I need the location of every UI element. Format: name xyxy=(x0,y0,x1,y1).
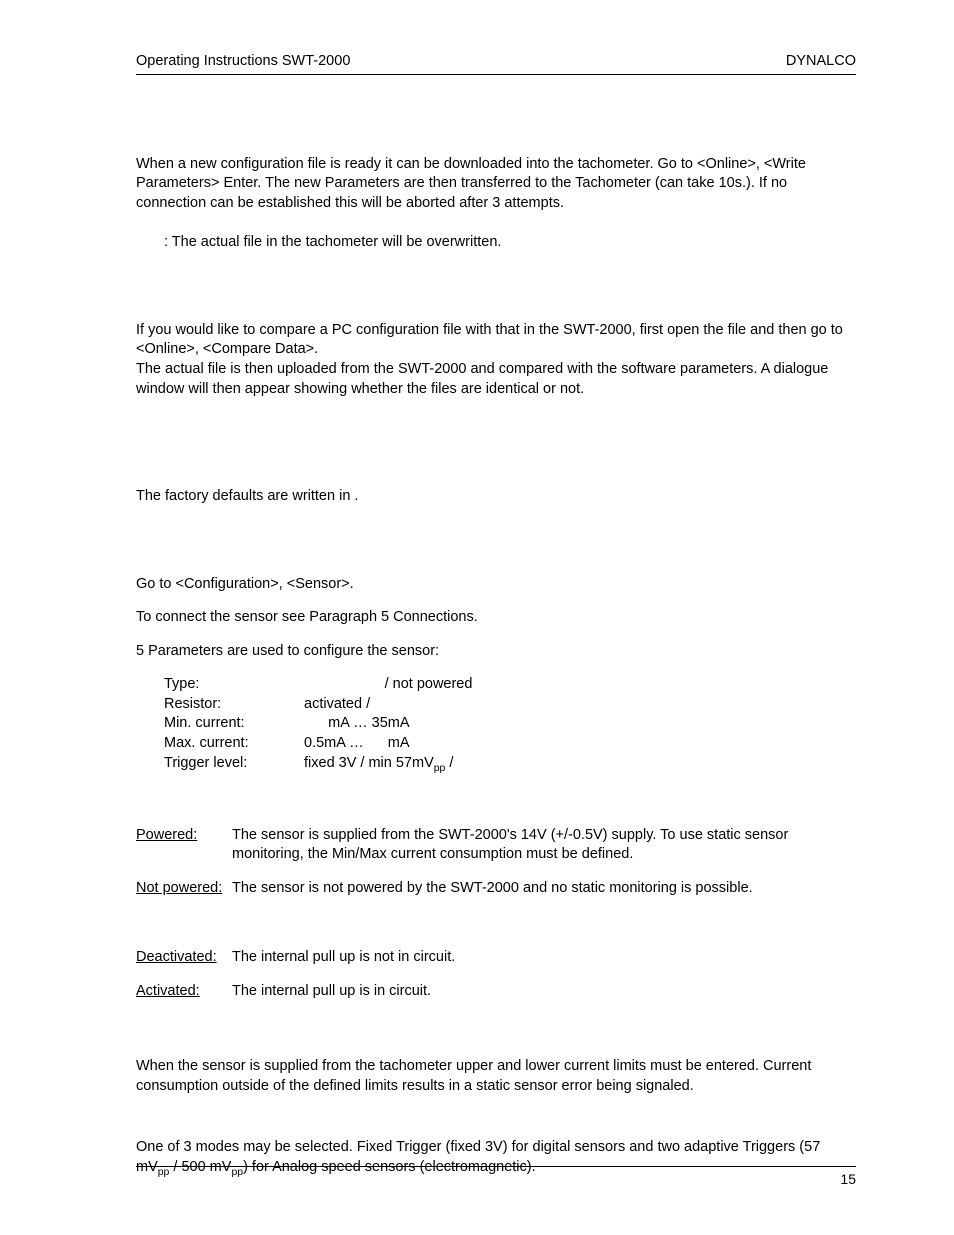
overwrite-note: : The actual file in the tachometer will… xyxy=(136,233,856,253)
param-type-value: / not powered xyxy=(304,675,480,695)
param-max-current-value: 0.5mA … mA xyxy=(304,734,480,754)
powered-label: Powered: xyxy=(136,827,197,843)
page-footer: 15 xyxy=(136,1166,856,1189)
page-number: 15 xyxy=(840,1171,856,1187)
header-right: DYNALCO xyxy=(786,52,856,72)
notpowered-text: The sensor is not powered by the SWT-200… xyxy=(232,879,856,899)
powered-text: The sensor is supplied from the SWT-2000… xyxy=(232,826,856,865)
activated-label: Activated: xyxy=(136,983,200,999)
header-left: Operating Instructions SWT-2000 xyxy=(136,52,350,72)
write-paragraph: When a new configuration file is ready i… xyxy=(136,155,856,214)
sensor-params-intro: 5 Parameters are used to configure the s… xyxy=(136,642,856,662)
param-trigger-value: fixed 3V / min 57mVpp / xyxy=(304,754,480,776)
sensor-connect: To connect the sensor see Paragraph 5 Co… xyxy=(136,608,856,628)
type-powered-row: Powered: The sensor is supplied from the… xyxy=(136,826,856,865)
param-min-current-value: mA … 35mA xyxy=(304,714,480,734)
param-min-current-label: Min. current: xyxy=(164,714,304,734)
deactivated-text: The internal pull up is not in circuit. xyxy=(232,948,856,968)
defaults-note: The factory defaults are written in . xyxy=(136,487,856,507)
param-resistor-value: activated / xyxy=(304,695,480,715)
notpowered-label: Not powered: xyxy=(136,880,222,896)
param-resistor-label: Resistor: xyxy=(164,695,304,715)
current-limits-paragraph: When the sensor is supplied from the tac… xyxy=(136,1057,856,1096)
resistor-deact-row: Deactivated: The internal pull up is not… xyxy=(136,948,856,968)
type-notpowered-row: Not powered: The sensor is not powered b… xyxy=(136,879,856,899)
param-trigger-label: Trigger level: xyxy=(164,754,304,776)
compare-paragraph-2: The actual file is then uploaded from th… xyxy=(136,360,856,399)
sensor-params-table: Type: / not powered Resistor:activated /… xyxy=(164,675,480,775)
deactivated-label: Deactivated: xyxy=(136,949,217,965)
param-type-label: Type: xyxy=(164,675,304,695)
sensor-goto: Go to <Configuration>, <Sensor>. xyxy=(136,575,856,595)
resistor-act-row: Activated: The internal pull up is in ci… xyxy=(136,982,856,1002)
document-page: Operating Instructions SWT-2000 DYNALCO … xyxy=(0,0,954,1235)
activated-text: The internal pull up is in circuit. xyxy=(232,982,856,1002)
compare-paragraph-1: If you would like to compare a PC config… xyxy=(136,321,856,360)
param-max-current-label: Max. current: xyxy=(164,734,304,754)
page-header: Operating Instructions SWT-2000 DYNALCO xyxy=(136,52,856,75)
